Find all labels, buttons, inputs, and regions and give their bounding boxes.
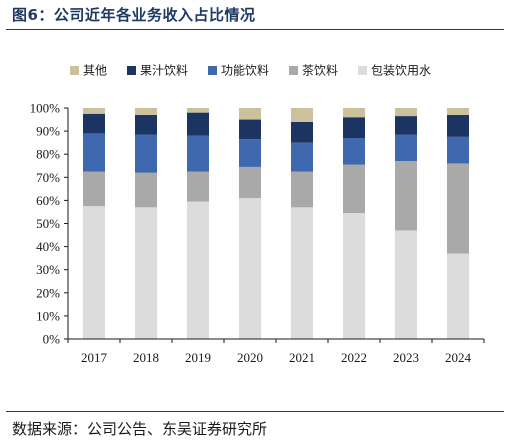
bar-segment-2018-series-1 (135, 172, 157, 208)
bar-segment-2022-series-3 (343, 117, 365, 139)
bar-segment-2017-series-4 (83, 108, 105, 114)
chart-bars (83, 108, 469, 339)
bar-segment-2020-series-0 (239, 198, 261, 339)
legend-swatch (70, 66, 79, 75)
legend-label: 果汁饮料 (140, 64, 188, 78)
chart-legend: 其他 果汁饮料 功能饮料 茶饮料 包装饮用水 (70, 63, 431, 78)
bar-segment-2021-series-2 (291, 142, 313, 172)
bar-segment-2019-series-1 (187, 171, 209, 202)
y-tick-label: 100% (30, 101, 61, 116)
bar-segment-2023-series-3 (395, 116, 417, 135)
y-tick-label: 60% (36, 193, 60, 208)
legend-label: 其他 (83, 64, 107, 78)
bar-segment-2019-series-0 (187, 201, 209, 339)
bar-segment-2020-series-4 (239, 108, 261, 120)
legend-swatch (358, 66, 367, 75)
bar-segment-2024-series-3 (447, 114, 469, 137)
y-tick-label: 80% (36, 147, 60, 162)
legend-label: 功能饮料 (221, 64, 269, 78)
x-tick-label-2017: 2017 (81, 350, 108, 365)
bar-segment-2022-series-4 (343, 108, 365, 118)
bar-segment-2021-series-0 (291, 207, 313, 339)
y-axis: 0% 10% 20% 30% 40% 50% 60% 70% 80% 90% 100% (30, 101, 69, 347)
bar-segment-2019-series-2 (187, 135, 209, 172)
legend-label: 茶饮料 (302, 63, 338, 78)
bar-segment-2018-series-3 (135, 114, 157, 135)
source-note: 数据来源：公司公告、东吴证券研究所 (12, 420, 268, 438)
bar-segment-2022-series-2 (343, 138, 365, 165)
bar-segment-2020-series-2 (239, 139, 261, 167)
y-tick-label: 0% (43, 332, 61, 347)
y-tick-label: 10% (36, 308, 60, 323)
bar-segment-2020-series-3 (239, 119, 261, 140)
x-axis: 2017 2018 2019 2020 2021 2022 2023 2024 (67, 338, 485, 365)
bar-segment-2020-series-1 (239, 166, 261, 199)
bar-segment-2024-series-1 (447, 163, 469, 254)
bar-segment-2024-series-0 (447, 253, 469, 339)
bar-segment-2018-series-4 (135, 108, 157, 115)
bar-segment-2021-series-1 (291, 171, 313, 208)
legend-swatch (208, 66, 217, 75)
bar-segment-2022-series-1 (343, 164, 365, 214)
y-tick-label: 20% (36, 285, 60, 300)
bar-segment-2018-series-0 (135, 207, 157, 339)
bar-segment-2024-series-4 (447, 108, 469, 115)
bottom-rule (6, 411, 504, 412)
bar-segment-2017-series-3 (83, 113, 105, 134)
x-tick-label-2024: 2024 (445, 350, 472, 365)
x-tick-label-2023: 2023 (393, 350, 419, 365)
bar-segment-2019-series-4 (187, 108, 209, 113)
bar-segment-2021-series-3 (291, 121, 313, 143)
bar-segment-2024-series-2 (447, 136, 469, 164)
y-tick-label: 30% (36, 262, 60, 277)
bar-segment-2018-series-2 (135, 134, 157, 173)
bar-segment-2019-series-3 (187, 112, 209, 136)
legend-label: 包装饮用水 (371, 64, 431, 78)
legend-swatch (127, 66, 136, 75)
x-tick-label-2020: 2020 (237, 350, 263, 365)
figure-title: 图6：公司近年各业务收入占比情况 (12, 6, 256, 24)
bar-segment-2017-series-2 (83, 133, 105, 172)
x-tick-label-2019: 2019 (185, 350, 211, 365)
bar-segment-2021-series-4 (291, 108, 313, 122)
y-tick-label: 40% (36, 239, 60, 254)
x-tick-label-2018: 2018 (133, 350, 159, 365)
bar-segment-2017-series-1 (83, 171, 105, 207)
bar-segment-2023-series-0 (395, 230, 417, 339)
y-tick-label: 90% (36, 124, 60, 139)
y-tick-label: 70% (36, 170, 60, 185)
y-tick-label: 50% (36, 216, 60, 231)
bar-segment-2023-series-4 (395, 108, 417, 117)
bar-segment-2023-series-1 (395, 161, 417, 231)
legend-swatch (289, 66, 298, 75)
bar-segment-2023-series-2 (395, 134, 417, 162)
bar-segment-2022-series-0 (343, 213, 365, 339)
title-rule (6, 29, 504, 30)
stacked-bar-chart: 其他 果汁饮料 功能饮料 茶饮料 包装饮用水 0% 10% 20% 30% 40% 50% 60% 7… (30, 63, 485, 365)
x-tick-label-2022: 2022 (341, 350, 367, 365)
bar-segment-2017-series-0 (83, 206, 105, 339)
x-tick-label-2021: 2021 (289, 350, 315, 365)
